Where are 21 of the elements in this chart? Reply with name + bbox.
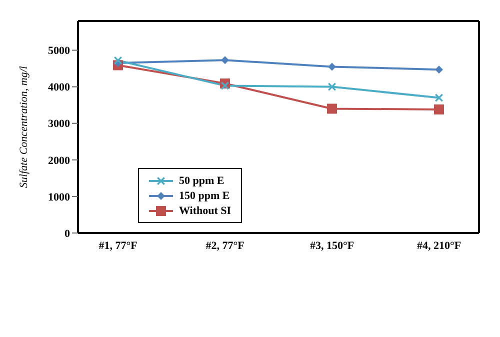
point (221, 82, 229, 90)
x-tick-label: #1, 77°F (98, 240, 138, 252)
legend-label: 150 ppm E (179, 190, 230, 202)
point (435, 66, 443, 74)
legend-label: Without SI (179, 204, 232, 216)
point (114, 56, 122, 64)
y-axis-title: Sulfate Concentration, mg/l (18, 66, 30, 188)
x-tick-label: #2, 77°F (206, 240, 245, 252)
y-tick-label: 1000 (48, 191, 70, 204)
point (221, 56, 229, 64)
y-tick-label: 5000 (48, 45, 70, 58)
y-tick-label: 3000 (48, 118, 70, 130)
x-tick-label: #4, 210°F (416, 240, 462, 252)
y-tick-label: 0 (64, 228, 70, 240)
legend-label: 50 ppm E (179, 174, 224, 186)
y-tick-label: 2000 (48, 154, 70, 167)
y-tick-label: 4000 (48, 82, 70, 94)
point (327, 104, 337, 114)
x-tick-label: #3, 150°F (310, 240, 354, 252)
point (434, 104, 444, 114)
point (328, 62, 336, 71)
